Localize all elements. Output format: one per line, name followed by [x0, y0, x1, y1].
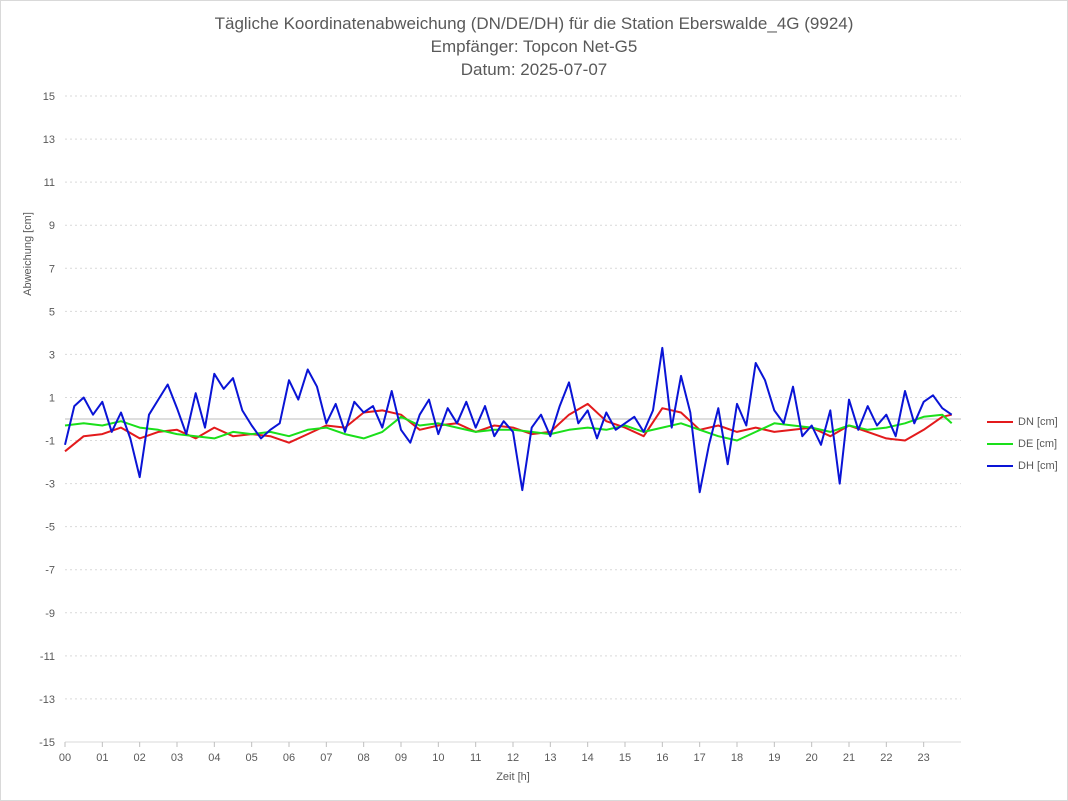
x-tick-label: 02: [134, 752, 146, 764]
chart-subtitle-date: Datum: 2025-07-07: [460, 60, 608, 79]
x-tick-label: 01: [96, 752, 108, 764]
y-tick-label: -3: [45, 479, 55, 491]
x-axis-label: Zeit [h]: [496, 771, 530, 783]
y-tick-label: -9: [45, 608, 55, 620]
legend-label-dh: DH [cm]: [1018, 460, 1058, 472]
x-tick-label: 13: [544, 752, 556, 764]
x-tick-label: 22: [880, 752, 892, 764]
x-tick-label: 10: [432, 752, 444, 764]
x-axis-ticks: 00 01 02 03 04 05 06 07 08 09 10 11 12 13 14 15 16 17 18 19…: [59, 742, 930, 764]
x-tick-label: 06: [283, 752, 295, 764]
y-tick-label: 5: [49, 306, 55, 318]
x-tick-label: 14: [582, 752, 594, 764]
legend-swatch-dh: [987, 465, 1013, 467]
x-tick-label: 23: [918, 752, 930, 764]
x-tick-label: 15: [619, 752, 631, 764]
y-tick-label: 7: [49, 263, 55, 275]
y-tick-label: -15: [39, 737, 55, 749]
legend: DN [cm] DE [cm] DH [cm]: [987, 411, 1058, 477]
x-tick-label: 16: [656, 752, 668, 764]
x-tick-label: 18: [731, 752, 743, 764]
x-tick-label: 05: [246, 752, 258, 764]
y-tick-label: -11: [40, 651, 55, 663]
y-tick-label: 11: [44, 177, 55, 189]
x-tick-label: 21: [843, 752, 855, 764]
chart-title: Tägliche Koordinatenabweichung (DN/DE/DH…: [214, 14, 854, 33]
legend-item-de: DE [cm]: [987, 433, 1058, 455]
x-tick-label: 17: [694, 752, 706, 764]
y-tick-label: 15: [43, 91, 55, 103]
y-tick-label: 13: [43, 134, 55, 146]
legend-swatch-dn: [987, 421, 1013, 423]
x-tick-label: 11: [470, 752, 481, 764]
y-axis-label: Abweichung [cm]: [22, 212, 34, 296]
y-tick-label: -1: [45, 436, 55, 448]
y-tick-label: -13: [39, 694, 55, 706]
y-tick-label: 1: [49, 392, 55, 404]
legend-swatch-de: [987, 443, 1013, 445]
series-lines: [64, 346, 953, 494]
x-tick-label: 20: [806, 752, 818, 764]
x-tick-label: 04: [208, 752, 220, 764]
x-tick-label: 08: [358, 752, 370, 764]
chart-subtitle-receiver: Empfänger: Topcon Net-G5: [430, 37, 638, 56]
series-line-dh: [64, 346, 953, 494]
legend-label-de: DE [cm]: [1018, 438, 1058, 450]
x-tick-label: 19: [768, 752, 780, 764]
x-tick-label: 00: [59, 752, 71, 764]
x-tick-label: 07: [320, 752, 332, 764]
y-tick-label: 3: [49, 349, 55, 361]
x-tick-label: 12: [507, 752, 519, 764]
grid: [65, 95, 961, 743]
y-tick-label: 9: [49, 220, 55, 232]
y-tick-label: -7: [45, 565, 55, 577]
x-tick-label: 03: [171, 752, 183, 764]
y-axis-ticks: 15 13 11 9 7 5 3 1 -1 -3 -5 -7 -9 -11 -13 -15: [39, 91, 55, 749]
y-tick-label: -5: [45, 522, 55, 534]
legend-label-dn: DN [cm]: [1018, 416, 1058, 428]
legend-item-dh: DH [cm]: [987, 455, 1058, 477]
x-tick-label: 09: [395, 752, 407, 764]
legend-item-dn: DN [cm]: [987, 411, 1058, 433]
